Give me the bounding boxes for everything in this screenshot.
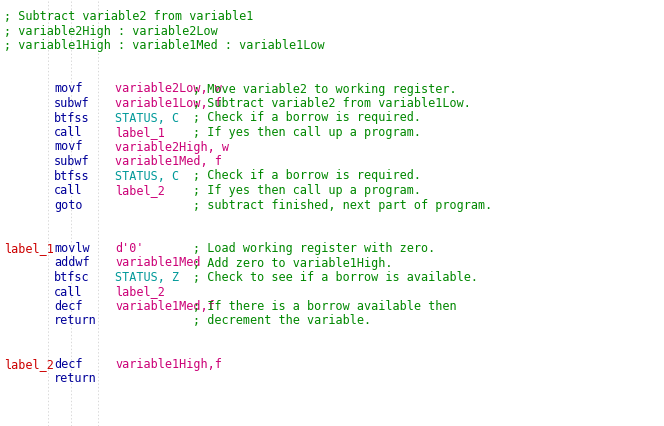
Text: subwf: subwf [54, 155, 90, 168]
Text: STATUS, C: STATUS, C [115, 112, 179, 124]
Text: movf: movf [54, 83, 82, 95]
Text: d'0': d'0' [115, 242, 143, 255]
Text: STATUS, C: STATUS, C [115, 170, 179, 182]
Text: call: call [54, 184, 82, 197]
Text: ; Move variable2 to working register.: ; Move variable2 to working register. [193, 83, 456, 95]
Text: variable1Low, f: variable1Low, f [115, 97, 222, 110]
Text: variable2Low, w: variable2Low, w [115, 83, 222, 95]
Text: ; If yes then call up a program.: ; If yes then call up a program. [193, 184, 421, 197]
Text: ; Check if a borrow is required.: ; Check if a borrow is required. [193, 112, 421, 124]
Text: btfss: btfss [54, 170, 90, 182]
Text: return: return [54, 372, 97, 386]
Text: label_1: label_1 [115, 126, 165, 139]
Text: addwf: addwf [54, 256, 90, 270]
Text: label_2: label_2 [115, 285, 165, 299]
Text: ; variable1High : variable1Med : variable1Low: ; variable1High : variable1Med : variabl… [4, 39, 325, 52]
Text: ; Load working register with zero.: ; Load working register with zero. [193, 242, 435, 255]
Text: call: call [54, 285, 82, 299]
Text: ; If there is a borrow available then: ; If there is a borrow available then [193, 300, 456, 313]
Text: ; If yes then call up a program.: ; If yes then call up a program. [193, 126, 421, 139]
Text: variable1Med: variable1Med [115, 256, 201, 270]
Text: decf: decf [54, 300, 82, 313]
Text: ; decrement the variable.: ; decrement the variable. [193, 314, 371, 328]
Text: movlw: movlw [54, 242, 90, 255]
Text: label_2: label_2 [4, 358, 54, 371]
Text: call: call [54, 126, 82, 139]
Text: variable1Med, f: variable1Med, f [115, 155, 222, 168]
Text: variable1Med,f: variable1Med,f [115, 300, 214, 313]
Text: goto: goto [54, 199, 82, 211]
Text: ; Check to see if a borrow is available.: ; Check to see if a borrow is available. [193, 271, 477, 284]
Text: ; Check if a borrow is required.: ; Check if a borrow is required. [193, 170, 421, 182]
Text: ; Subtract variable2 from variable1: ; Subtract variable2 from variable1 [4, 10, 254, 23]
Text: ; variable2High : variable2Low: ; variable2High : variable2Low [4, 25, 218, 37]
Text: label_1: label_1 [4, 242, 54, 255]
Text: btfss: btfss [54, 112, 90, 124]
Text: subwf: subwf [54, 97, 90, 110]
Text: variable2High, w: variable2High, w [115, 141, 229, 153]
Text: ; subtract finished, next part of program.: ; subtract finished, next part of progra… [193, 199, 492, 211]
Text: movf: movf [54, 141, 82, 153]
Text: return: return [54, 314, 97, 328]
Text: btfsc: btfsc [54, 271, 90, 284]
Text: ; Add zero to variable1High.: ; Add zero to variable1High. [193, 256, 392, 270]
Text: decf: decf [54, 358, 82, 371]
Text: STATUS, Z: STATUS, Z [115, 271, 179, 284]
Text: ; Subtract variable2 from variable1Low.: ; Subtract variable2 from variable1Low. [193, 97, 471, 110]
Text: variable1High,f: variable1High,f [115, 358, 222, 371]
Text: label_2: label_2 [115, 184, 165, 197]
